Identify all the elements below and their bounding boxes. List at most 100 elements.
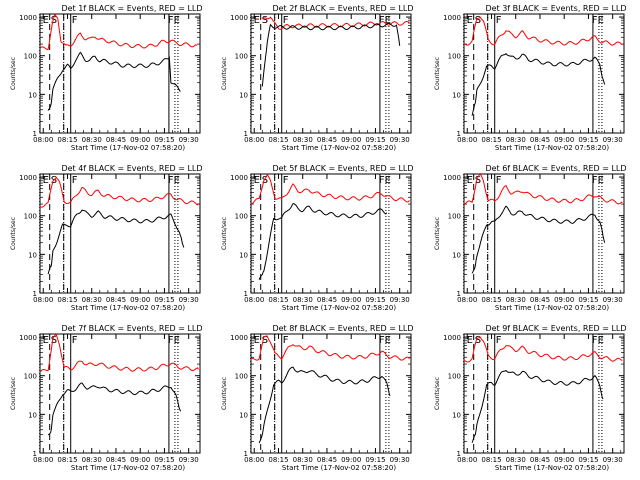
y-tick-label: 1 <box>457 450 461 458</box>
chart-title: Det 7f BLACK = Events, RED = LLD <box>61 324 202 333</box>
x-tick-label: 09:15 <box>154 296 174 304</box>
x-tick-label: 09:00 <box>554 296 574 304</box>
chart-title: Det 5f BLACK = Events, RED = LLD <box>272 164 413 173</box>
y-tick-label: 10 <box>239 91 248 99</box>
series-events-line <box>258 203 388 280</box>
x-tick-label: 08:15 <box>268 296 288 304</box>
marker-label-fe: FE <box>168 335 180 346</box>
chart-panel-4: Det 4f BLACK = Events, RED = LLD 1 10 100 10… <box>10 164 203 312</box>
y-tick-label: 10 <box>239 411 248 419</box>
marker-label-s: S <box>262 15 268 26</box>
x-tick-label: 09:15 <box>154 136 174 144</box>
x-tick-label: 08:45 <box>530 456 550 464</box>
marker-label-fe: FE <box>379 335 391 346</box>
series-lld-line <box>39 13 198 51</box>
plot-frame <box>39 333 201 454</box>
chart-title: Det 1f BLACK = Events, RED = LLD <box>61 4 202 13</box>
y-tick-label: 10 <box>28 91 37 99</box>
x-tick-label: 08:00 <box>244 136 264 144</box>
y-tick-label: 100 <box>235 53 248 61</box>
marker-label-e: E <box>467 335 473 346</box>
x-tick-label: 08:00 <box>457 456 477 464</box>
y-tick-label: 1 <box>244 130 248 138</box>
plot-frame <box>250 333 412 454</box>
x-tick-label: 09:30 <box>179 456 199 464</box>
x-tick-label: 08:30 <box>293 136 313 144</box>
x-tick-label: 09:15 <box>154 456 174 464</box>
chart-panel-2: Det 2f BLACK = Events, RED = LLD 1 10 100 10… <box>221 4 414 152</box>
marker-label-s: S <box>262 335 268 346</box>
marker-label-e: E <box>254 335 260 346</box>
chart-title: Det 2f BLACK = Events, RED = LLD <box>272 4 413 13</box>
y-tick-label: 100 <box>448 53 461 61</box>
x-axis-label: Start Time (17-Nov-02 07:58:20) <box>71 464 185 472</box>
x-axis-label: Start Time (17-Nov-02 07:58:20) <box>495 304 609 312</box>
x-tick-label: 08:30 <box>82 296 102 304</box>
x-axis-label: Start Time (17-Nov-02 07:58:20) <box>282 144 396 152</box>
y-tick-label: 10 <box>28 251 37 259</box>
plot-frame <box>250 173 412 294</box>
x-tick-label: 09:00 <box>130 296 150 304</box>
chart-panel-6: Det 6f BLACK = Events, RED = LLD 1 10 100 10… <box>434 164 627 312</box>
plot-frame <box>463 173 625 294</box>
series-lld-line <box>250 335 410 361</box>
marker-label-fe: FE <box>168 15 180 26</box>
marker-label-e: E <box>43 175 49 186</box>
chart-panel-1: Det 1f BLACK = Events, RED = LLD 1 10 100 10… <box>10 4 203 152</box>
x-tick-label: 09:30 <box>603 296 623 304</box>
y-axis-label: Counts/sec <box>221 217 228 250</box>
x-tick-label: 08:30 <box>82 136 102 144</box>
x-tick-label: 08:15 <box>57 296 77 304</box>
x-tick-label: 08:15 <box>481 296 501 304</box>
marker-label-s: S <box>475 175 481 186</box>
chart-panel-5: Det 5f BLACK = Events, RED = LLD 1 10 100 10… <box>221 164 414 312</box>
marker-label-fe: FE <box>379 175 391 186</box>
x-tick-label: 08:00 <box>33 456 53 464</box>
x-tick-label: 09:00 <box>341 456 361 464</box>
y-tick-label: 1 <box>244 450 248 458</box>
series-lld-line <box>39 333 199 373</box>
chart-title: Det 8f BLACK = Events, RED = LLD <box>272 324 413 333</box>
series-events-line <box>258 366 391 444</box>
y-tick-label: 1000 <box>443 174 461 182</box>
x-axis-label: Start Time (17-Nov-02 07:58:20) <box>71 144 185 152</box>
y-tick-label: 100 <box>235 213 248 221</box>
x-axis-label: Start Time (17-Nov-02 07:58:20) <box>495 464 609 472</box>
series-lld-line <box>39 176 199 208</box>
series-events-line <box>471 205 606 274</box>
chart-panel-7: Det 7f BLACK = Events, RED = LLD 1 10 100 10… <box>10 324 203 472</box>
chart-title: Det 3f BLACK = Events, RED = LLD <box>485 4 626 13</box>
y-axis-label: Counts/sec <box>10 377 17 410</box>
x-tick-label: 09:00 <box>554 456 574 464</box>
y-tick-label: 10 <box>239 251 248 259</box>
marker-label-s: S <box>262 175 268 186</box>
y-tick-label: 1000 <box>19 14 37 22</box>
y-tick-label: 100 <box>448 213 461 221</box>
x-tick-label: 09:15 <box>365 456 385 464</box>
x-tick-label: 08:45 <box>317 136 337 144</box>
y-tick-label: 10 <box>28 411 37 419</box>
chart-panel-3: Det 3f BLACK = Events, RED = LLD 1 10 100 10… <box>434 4 627 152</box>
marker-label-fe: FE <box>592 15 604 26</box>
plot-frame <box>250 13 412 134</box>
marker-label-f: F <box>72 335 78 346</box>
x-axis-label: Start Time (17-Nov-02 07:58:20) <box>71 304 185 312</box>
marker-label-f: F <box>283 175 289 186</box>
marker-label-e: E <box>43 15 49 26</box>
marker-label-f: F <box>72 175 78 186</box>
marker-label-s: S <box>475 335 481 346</box>
x-tick-label: 09:15 <box>365 296 385 304</box>
x-tick-label: 09:30 <box>390 296 410 304</box>
y-tick-label: 1 <box>457 290 461 298</box>
x-tick-label: 08:00 <box>33 136 53 144</box>
y-tick-label: 1 <box>457 130 461 138</box>
y-tick-label: 100 <box>24 53 37 61</box>
x-axis-label: Start Time (17-Nov-02 07:58:20) <box>282 464 396 472</box>
y-axis-label: Counts/sec <box>10 217 17 250</box>
x-tick-label: 08:45 <box>106 136 126 144</box>
x-tick-label: 09:00 <box>554 136 574 144</box>
x-tick-label: 08:30 <box>506 136 526 144</box>
chart-panel-9: Det 9f BLACK = Events, RED = LLD 1 10 100 10… <box>434 324 627 472</box>
x-tick-label: 09:00 <box>341 296 361 304</box>
